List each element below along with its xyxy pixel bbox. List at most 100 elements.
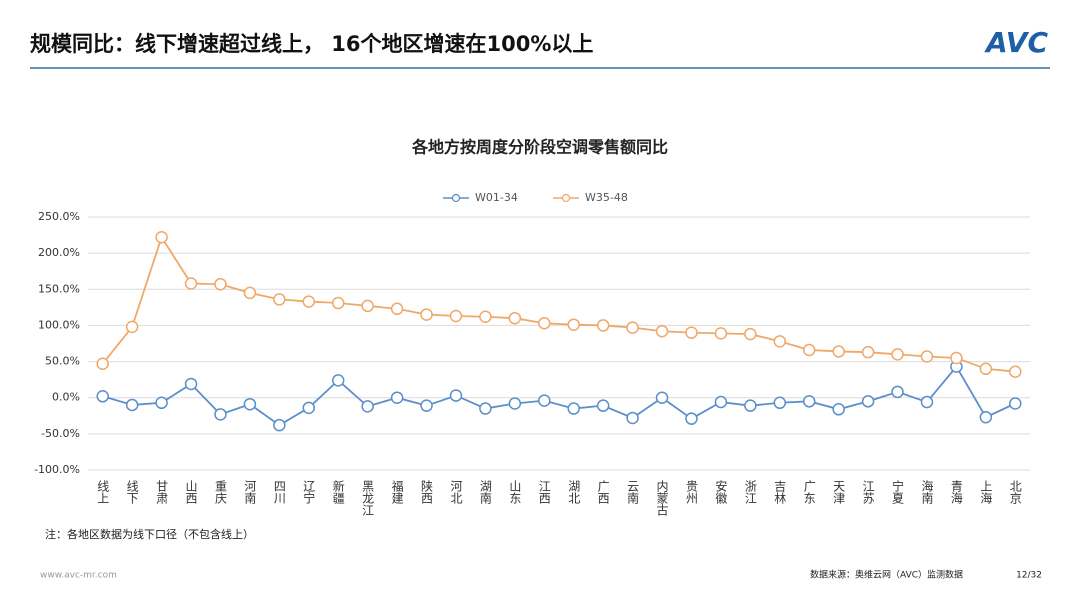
x-tick-label: 山西	[184, 480, 198, 504]
point	[714, 395, 728, 409]
x-tick-label: 重庆	[213, 480, 227, 504]
point	[773, 396, 787, 410]
point	[655, 324, 669, 338]
point	[920, 395, 934, 409]
x-tick-label: 上海	[979, 480, 993, 504]
point	[626, 321, 639, 334]
legend-label: W35-48	[585, 191, 628, 204]
point	[125, 320, 139, 334]
point	[331, 374, 345, 387]
point	[273, 418, 286, 432]
point	[685, 326, 698, 339]
point	[626, 411, 639, 425]
y-tick-label: 100.0%	[38, 318, 80, 331]
y-tick-label: 150.0%	[38, 282, 80, 295]
x-tick-label: 贵州	[684, 480, 698, 504]
point	[302, 401, 316, 415]
x-tick-label: 湖北	[567, 479, 581, 505]
x-tick-label: 天津	[832, 480, 846, 504]
x-tick-label: 陕西	[420, 479, 434, 504]
logo: AVC	[984, 26, 1048, 59]
x-tick-label: 海南	[920, 479, 934, 504]
point	[891, 348, 904, 361]
point	[273, 293, 286, 306]
point	[714, 327, 728, 340]
legend-marker	[561, 193, 571, 203]
point	[479, 310, 492, 324]
point	[596, 399, 610, 412]
x-tick-label: 四川	[272, 480, 286, 504]
point	[331, 296, 345, 310]
x-tick-label: 新疆	[331, 479, 345, 504]
point	[567, 402, 580, 415]
point	[508, 311, 522, 325]
website: www.avc-mr.com	[40, 571, 117, 581]
point	[861, 345, 875, 359]
point	[361, 400, 374, 413]
x-tick-label: 内蒙古	[655, 480, 669, 516]
point	[979, 410, 993, 424]
x-tick-label: 云南	[626, 480, 640, 504]
x-tick-label: 吉林	[773, 480, 787, 504]
point	[125, 398, 139, 412]
point	[1009, 365, 1022, 378]
point	[449, 389, 463, 402]
point	[302, 295, 316, 308]
point	[479, 402, 492, 415]
point	[891, 385, 904, 399]
x-tick-label: 宁夏	[891, 479, 905, 504]
point	[96, 357, 109, 370]
point	[773, 335, 787, 348]
point	[802, 395, 816, 408]
x-tick-label: 河南	[243, 480, 257, 504]
point	[243, 286, 257, 300]
point	[567, 318, 580, 331]
slide-title: 规模同比：线下增速超过线上， 16个地区增速在100%以上	[30, 32, 593, 56]
point	[979, 362, 993, 376]
y-tick-label: -100.0%	[34, 463, 80, 476]
point	[950, 351, 963, 365]
page-number: 12/32	[1016, 571, 1042, 581]
point	[1009, 397, 1022, 410]
point	[155, 230, 168, 244]
x-tick-label: 线下	[125, 480, 139, 504]
x-tick-label: 线上	[96, 480, 110, 504]
x-tick-label: 江西	[537, 480, 551, 504]
point	[361, 299, 374, 313]
y-tick-label: -50.0%	[41, 427, 80, 440]
point	[655, 391, 669, 404]
point	[155, 396, 168, 410]
x-tick-label: 甘肃	[155, 480, 169, 505]
point	[243, 397, 257, 411]
point	[538, 317, 551, 330]
point	[596, 319, 610, 332]
point	[861, 395, 875, 408]
point	[802, 343, 816, 357]
point	[449, 309, 463, 323]
note: 注：各地区数据为线下口径（不包含线上）	[45, 527, 254, 541]
point	[214, 277, 227, 291]
point	[832, 403, 845, 416]
point	[832, 345, 845, 358]
point	[744, 399, 757, 412]
point	[685, 412, 698, 425]
y-tick-label: 250.0%	[38, 210, 80, 223]
x-tick-label: 黑龙江	[361, 480, 375, 516]
point	[390, 391, 404, 404]
x-tick-label: 福建	[390, 479, 404, 505]
x-tick-label: 广东	[802, 480, 816, 504]
x-tick-label: 广西	[596, 480, 610, 504]
chart-title: 各地方按周度分阶段空调零售额同比	[411, 138, 668, 157]
point	[184, 377, 198, 391]
x-tick-label: 安徽	[714, 479, 728, 504]
point	[744, 327, 757, 341]
point	[420, 399, 433, 412]
point	[390, 302, 404, 316]
point	[538, 394, 551, 407]
x-tick-label: 江苏	[861, 480, 875, 504]
point	[214, 408, 227, 421]
x-tick-label: 河北	[449, 480, 463, 505]
y-tick-label: 200.0%	[38, 246, 80, 259]
legend-label: W01-34	[475, 191, 518, 204]
